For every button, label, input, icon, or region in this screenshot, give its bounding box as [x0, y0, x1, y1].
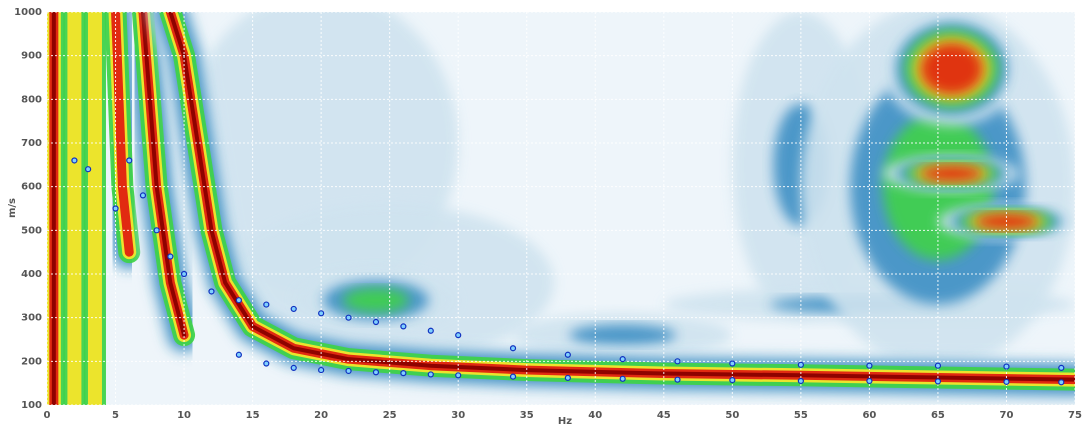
pick-point	[85, 166, 92, 173]
x-tick-label: 35	[520, 410, 534, 421]
energy-patch	[919, 165, 984, 182]
pick-point	[180, 270, 188, 278]
x-tick-label: 75	[1068, 410, 1082, 421]
pick-point	[509, 345, 517, 352]
pick-point	[1058, 379, 1065, 386]
y-tick-label: 500	[21, 225, 42, 236]
y-tick-label: 200	[21, 356, 42, 367]
pick-point	[372, 369, 380, 376]
pick-point	[71, 157, 78, 164]
pick-point	[372, 318, 380, 326]
pick-point	[1003, 363, 1010, 370]
y-tick-label: 400	[21, 269, 42, 280]
x-tick-label: 20	[314, 410, 328, 421]
x-tick-label: 55	[794, 410, 808, 421]
energy-ridge	[111, 12, 134, 257]
pick-point	[139, 192, 147, 199]
pick-point	[235, 351, 242, 358]
pick-point	[153, 227, 160, 234]
pick-point	[797, 361, 804, 368]
x-tick-label: 30	[451, 410, 465, 421]
pick-point	[674, 358, 681, 365]
pick-point	[674, 376, 681, 383]
pick-point	[1058, 364, 1065, 371]
pick-point	[235, 297, 242, 304]
pick-point	[112, 205, 119, 212]
pick-point	[290, 364, 297, 371]
x-tick-label: 10	[177, 410, 191, 421]
pick-point	[1003, 378, 1010, 385]
pick-point	[400, 370, 407, 377]
pick-point	[427, 371, 434, 378]
overlay: 0 5 10 15 20 25 30 35 40 45 50 55 60 65 70 75 100 200 300 4…	[14, 7, 1082, 421]
pick-point	[455, 332, 462, 339]
x-tick-label: 50	[725, 410, 739, 421]
y-tick-label: 700	[21, 138, 42, 149]
pick-point	[427, 327, 434, 334]
pick-point	[263, 301, 270, 308]
energy-patch	[343, 287, 409, 313]
x-tick-label: 65	[931, 410, 945, 421]
pick-point	[455, 372, 462, 379]
pick-point	[290, 305, 297, 313]
pick-point	[619, 356, 626, 363]
y-tick-label: 900	[21, 51, 42, 62]
y-tick-label: 600	[21, 182, 42, 193]
energy-patch	[919, 42, 984, 96]
pick-point	[318, 310, 325, 317]
pick-point	[400, 323, 407, 330]
x-tick-label: 45	[657, 410, 671, 421]
pick-point	[934, 378, 942, 385]
pick-point	[729, 377, 736, 384]
pick-point	[167, 253, 174, 260]
pick-point	[729, 360, 736, 367]
energy-patch	[569, 324, 676, 346]
x-tick-label: 5	[112, 410, 119, 421]
pick-point	[564, 351, 571, 358]
x-tick-label: 40	[588, 410, 602, 421]
y-axis-label: m/s	[7, 198, 18, 218]
pick-point	[263, 360, 270, 367]
pick-point	[619, 375, 626, 382]
pick-point	[208, 288, 215, 295]
pick-point	[866, 362, 873, 369]
x-tick-label: 70	[1000, 410, 1014, 421]
pick-point	[318, 366, 325, 374]
x-tick-label: 0	[44, 410, 51, 421]
x-tick-label: 25	[383, 410, 397, 421]
pick-point	[509, 373, 517, 380]
pick-point	[126, 157, 133, 164]
y-tick-label: 800	[21, 94, 42, 105]
y-tick-label: 1000	[14, 7, 42, 18]
y-tick-label: 300	[21, 313, 42, 324]
pick-point	[934, 362, 942, 369]
pick-point	[866, 377, 873, 385]
pick-point	[797, 377, 804, 385]
y-tick-label: 100	[21, 400, 42, 411]
x-tick-label: 15	[246, 410, 260, 421]
x-tick-label: 60	[862, 410, 876, 421]
pick-point	[345, 367, 352, 375]
pick-point	[345, 314, 352, 321]
x-axis-label: Hz	[558, 416, 572, 427]
pick-point	[564, 374, 571, 382]
